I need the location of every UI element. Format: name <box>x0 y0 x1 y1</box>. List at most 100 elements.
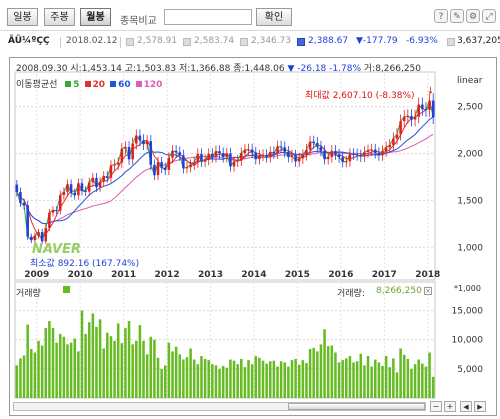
candle-body <box>297 158 301 162</box>
candle-body <box>87 182 91 192</box>
info-volume-label: 거: <box>363 64 376 74</box>
volume-bar <box>69 342 73 398</box>
candle-body <box>236 160 239 162</box>
volume-bar <box>402 354 406 398</box>
tab-daily[interactable]: 일봉 <box>7 8 38 26</box>
candle-body <box>40 232 44 242</box>
candle-body <box>149 141 153 165</box>
info-low-label: 저: <box>178 64 191 74</box>
info-change: -26.18 <box>297 64 327 74</box>
candle-body <box>431 100 435 118</box>
candle-body <box>428 100 431 110</box>
volume-bar <box>91 313 95 398</box>
candle-body <box>355 154 359 156</box>
volume-bar <box>62 336 66 398</box>
volume-bar <box>109 336 113 398</box>
candle-body <box>174 150 178 153</box>
volume-bar <box>58 333 62 398</box>
volume-bar <box>355 361 359 398</box>
volume-bar <box>395 372 399 398</box>
scroll-right-icon[interactable]: ▶ <box>474 401 486 412</box>
volume-bar <box>160 368 163 398</box>
tab-weekly[interactable]: 주봉 <box>44 8 75 26</box>
volume-bar <box>37 340 40 398</box>
legend-label-60: 60 <box>118 80 131 90</box>
expand-icon[interactable]: ⤢ <box>482 9 496 23</box>
volume-bar <box>98 319 102 398</box>
info-high-label: 고: <box>124 64 136 74</box>
candle-body <box>200 153 203 162</box>
volume-bar <box>297 364 301 398</box>
candle-body <box>279 146 283 148</box>
volume-bar <box>48 321 51 398</box>
volume-bar <box>428 352 431 398</box>
candle-body <box>384 147 388 152</box>
volume-bar <box>384 356 388 398</box>
volume-bar <box>135 340 138 398</box>
candle-body <box>95 177 98 188</box>
info-volume: 8,266,250 <box>375 64 421 74</box>
volume-bar <box>192 359 196 398</box>
edit-icon[interactable]: ✎ <box>450 9 464 23</box>
volume-bar <box>149 336 153 398</box>
x-tick-label: 2010 <box>68 270 93 280</box>
candle-body <box>189 164 192 168</box>
close-icon[interactable]: × <box>424 287 432 295</box>
volume-bar <box>138 325 142 398</box>
info-date: 2008.09.30 <box>16 64 68 74</box>
max-value-label: 최대값 2,607.10 (-8.38%) <box>305 88 415 101</box>
help-icon[interactable]: ? <box>434 9 448 23</box>
volume-bar <box>290 360 294 398</box>
zoom-out-icon[interactable]: − <box>430 401 442 412</box>
summary-high: 2,583.74 <box>194 36 235 46</box>
settings-icon[interactable]: ⚙ <box>466 9 480 23</box>
info-close: 1,448.06 <box>244 64 285 74</box>
tab-monthly[interactable]: 월봉 <box>80 8 111 26</box>
legend-swatch-60 <box>110 81 117 87</box>
candle-body <box>287 151 290 157</box>
summary-volume: 3,637,205 <box>457 36 500 46</box>
price-tick-label: 2,000 <box>457 150 483 160</box>
candle-body <box>402 116 406 122</box>
scale-label[interactable]: linear <box>457 76 483 86</box>
volume-right-label: 거래량: <box>337 289 365 299</box>
candle-body <box>80 183 84 191</box>
candle-body <box>276 146 279 154</box>
max-arrow-icon: ↓ <box>427 87 435 97</box>
volume-bar <box>279 361 283 398</box>
volume-bar <box>240 358 243 398</box>
legend-swatch-5 <box>65 81 72 87</box>
candle-body <box>98 181 102 188</box>
candle-body <box>334 150 337 155</box>
confirm-button[interactable]: 확인 <box>256 8 292 26</box>
volume-bar <box>120 343 124 398</box>
volume-tick-label: 10,000 <box>452 336 484 346</box>
candle-body <box>131 143 134 160</box>
scroll-left-icon[interactable]: ◀ <box>460 401 472 412</box>
info-open-label: 시: <box>70 64 82 74</box>
ma20-line <box>16 105 434 238</box>
horizontal-scrollbar[interactable] <box>13 402 426 411</box>
volume-bar <box>113 340 116 398</box>
info-open: 1,453.14 <box>81 64 122 74</box>
ma5-line <box>16 98 434 243</box>
volume-bar <box>207 360 210 398</box>
compare-input[interactable] <box>164 9 252 25</box>
scrollbar-thumb[interactable] <box>288 403 425 410</box>
zoom-in-icon[interactable]: + <box>444 401 456 412</box>
candle-body <box>240 153 243 161</box>
legend-swatch-20 <box>84 81 91 87</box>
candle-body <box>192 162 196 165</box>
candle-body <box>366 150 370 153</box>
candle-body <box>225 153 229 157</box>
candle-body <box>377 152 381 156</box>
candle-body <box>48 212 51 228</box>
volume-bar <box>388 367 392 398</box>
volume-bar <box>232 360 236 398</box>
volume-bar <box>413 364 417 398</box>
candle-body <box>388 145 392 148</box>
candle-body <box>55 210 58 212</box>
volume-bar <box>236 364 239 398</box>
candle-body <box>250 149 254 153</box>
naver-watermark: NAVER <box>32 242 82 257</box>
